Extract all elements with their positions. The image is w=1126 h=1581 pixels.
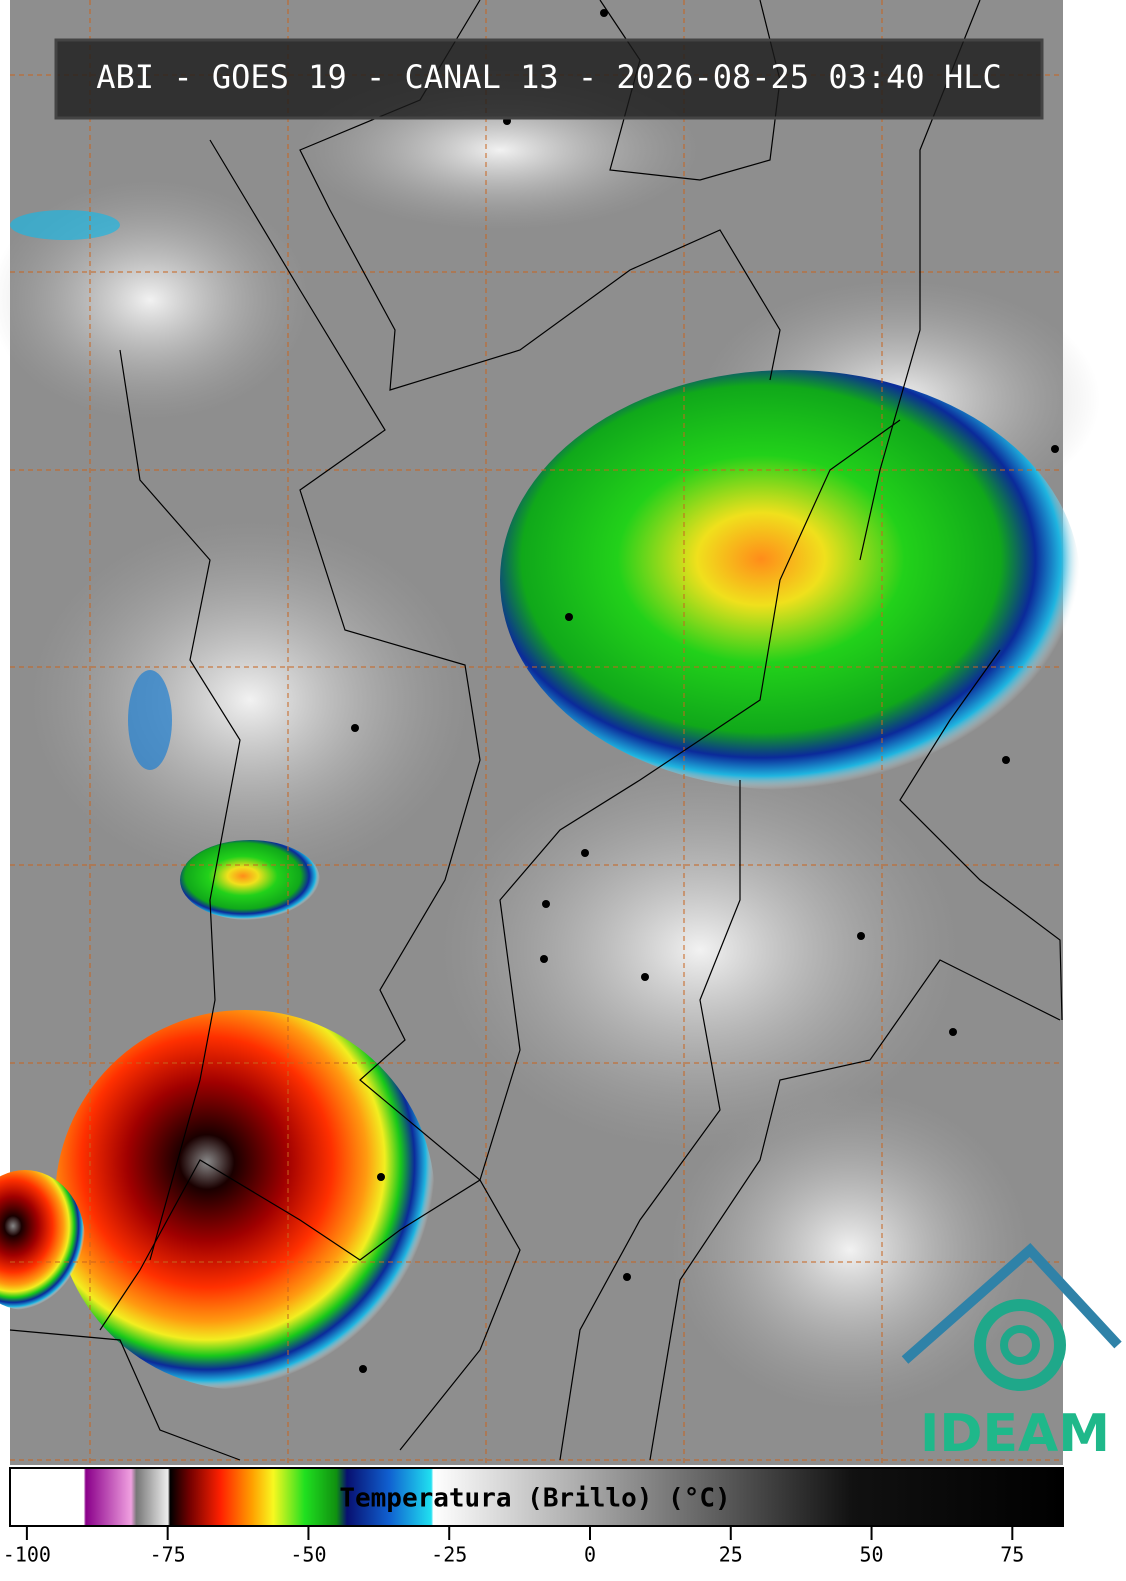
colorbar-tick-label: -75 <box>150 1543 186 1567</box>
title-box <box>54 38 1044 120</box>
colorbar-tick-label: -50 <box>290 1543 326 1567</box>
logo-roof <box>901 1243 1122 1364</box>
colorbar-tick-label: -100 <box>3 1543 51 1567</box>
logo-text: IDEAM <box>920 1404 1110 1464</box>
title: ABI - GOES 19 - CANAL 13 - 2026-08-25 03… <box>96 58 1001 96</box>
colorbar-tick-label: -25 <box>431 1543 467 1567</box>
colorbar-tick-label: 75 <box>1000 1543 1024 1567</box>
colorbar-tick-label: 25 <box>719 1543 743 1567</box>
colorbar-tick-label: 50 <box>859 1543 883 1567</box>
colorbar-tick-label: 0 <box>584 1543 596 1567</box>
logo-swirl <box>974 1299 1066 1391</box>
storm-cells <box>0 210 1080 1390</box>
borders <box>9 0 1063 1461</box>
colorbar-label: Temperatura (Brillo) (°C) <box>339 1484 730 1514</box>
colorbar <box>9 1467 1064 1527</box>
logo: IDEAM <box>901 1243 1122 1464</box>
logo-swirl <box>1000 1325 1040 1365</box>
